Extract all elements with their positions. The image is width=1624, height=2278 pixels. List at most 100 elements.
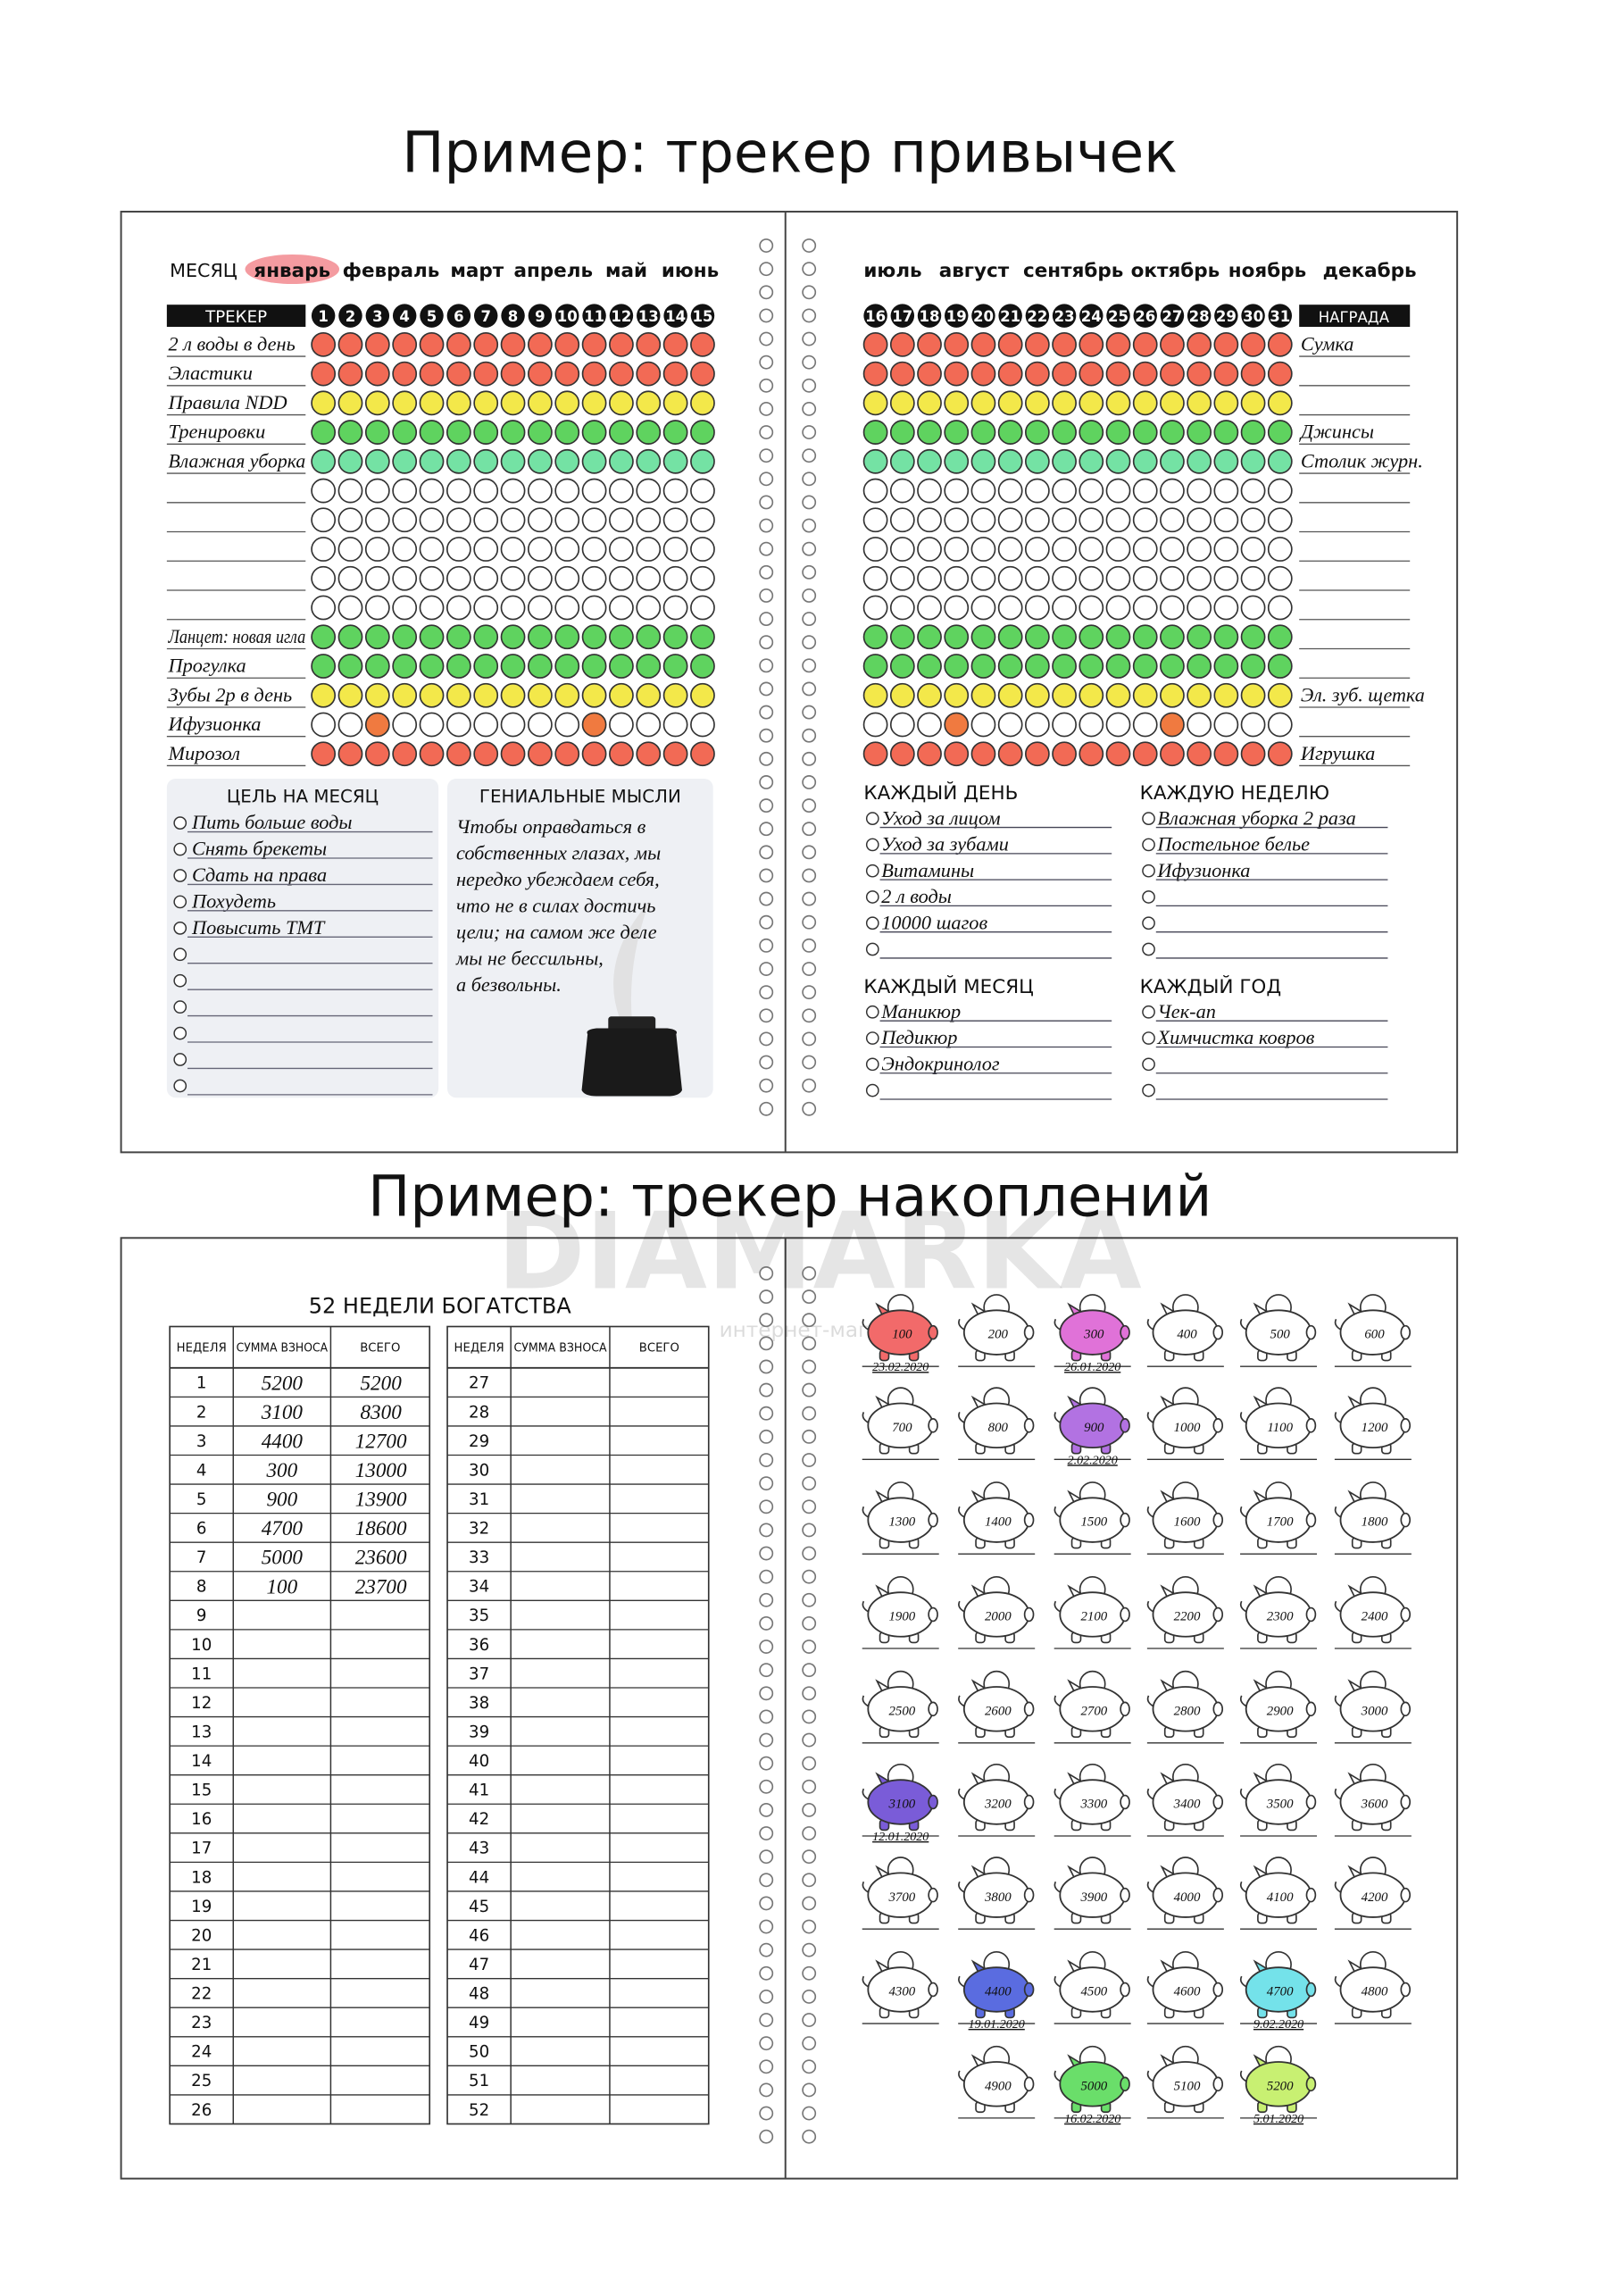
- habit-cell: [690, 390, 715, 416]
- piggy-amount: 1700: [1267, 1515, 1294, 1530]
- habit-cell: [419, 741, 445, 767]
- piggy-snout: [928, 1701, 938, 1717]
- habit-cell: [554, 741, 580, 767]
- habit-cell: [889, 654, 915, 679]
- habit-cell: [528, 361, 553, 387]
- habit-cell: [337, 624, 363, 650]
- habit-cell: [1052, 682, 1077, 708]
- piggy-date: 19.01.2020: [969, 2017, 1025, 2032]
- month: апрель: [513, 260, 593, 282]
- piggy: 4100: [1239, 1857, 1318, 1930]
- habit-cell: [419, 595, 445, 621]
- habit-cell: [944, 331, 970, 357]
- routine-bullet: [865, 838, 879, 852]
- spiral-ring: [802, 495, 817, 510]
- habit-cell: [970, 624, 996, 650]
- habit-mark: [364, 712, 390, 738]
- habit-cell: [636, 478, 662, 504]
- piggy-snout: [1305, 1324, 1317, 1340]
- piggy-tail: [958, 1600, 965, 1613]
- reward-label: НАГРАДА: [1319, 309, 1390, 326]
- habit-cell: [419, 390, 445, 416]
- habit-cell: [419, 712, 445, 738]
- habit-cell: [392, 595, 418, 621]
- habit-cell: [337, 712, 363, 738]
- piggy-date: 12.01.2020: [872, 1830, 929, 1844]
- habit-cell: [1052, 741, 1077, 767]
- piggy-amount: 4600: [1174, 1985, 1201, 1999]
- goal-bullet: [173, 816, 187, 830]
- spiral-ring: [759, 355, 774, 370]
- habit-cell: [862, 448, 888, 474]
- week-number: 19: [191, 1898, 212, 1916]
- habit-cell: [862, 420, 888, 445]
- habit-cell: [997, 507, 1023, 533]
- piggy-tail: [1146, 1412, 1153, 1423]
- routine-bullet: [1142, 890, 1155, 904]
- habit-cell: [1187, 448, 1212, 474]
- piggy: 1200: [1334, 1387, 1412, 1461]
- habit-cell: [636, 507, 662, 533]
- week-number: 48: [469, 1985, 489, 2004]
- piggy-amount: 4800: [1362, 1985, 1388, 1999]
- habit-cell: [889, 741, 915, 767]
- spiral-ring: [802, 1896, 817, 1911]
- habit-cell: [364, 654, 390, 679]
- habit-cell: [917, 712, 942, 738]
- day-badge: [1025, 304, 1050, 328]
- piggy-date: 5.01.2020: [1253, 2112, 1303, 2126]
- spiral-ring: [802, 1336, 817, 1351]
- spiral-ring: [759, 262, 774, 277]
- contribution: 4700: [262, 1517, 304, 1540]
- week-number: 14: [191, 1752, 212, 1771]
- day-number: 21: [1000, 308, 1020, 325]
- piggy-tail: [1054, 1788, 1061, 1800]
- goal-bullet: [173, 947, 187, 962]
- spiral-ring: [802, 1429, 817, 1444]
- habit-cell: [364, 390, 390, 416]
- habit-cell: [528, 741, 553, 767]
- habit-cell: [944, 420, 970, 445]
- habit-cell: [311, 682, 337, 708]
- day-badge: [998, 304, 1022, 328]
- habit-cell: [581, 448, 607, 474]
- habit-cell: [311, 565, 337, 591]
- spiral-ring: [802, 308, 817, 323]
- spiral-ring: [759, 1382, 774, 1398]
- spiral-ring: [759, 2106, 774, 2121]
- habit-cell: [889, 682, 915, 708]
- habit-cell: [392, 507, 418, 533]
- day-number: 20: [973, 308, 994, 325]
- contribution: 300: [265, 1459, 297, 1482]
- habit-cell: [1213, 390, 1239, 416]
- goal-bullet: [173, 842, 187, 856]
- habit-name: Ланцет: новая игла: [168, 625, 306, 647]
- habit-cell: [636, 682, 662, 708]
- week-number: 27: [469, 1374, 489, 1393]
- day-number: 10: [557, 308, 578, 325]
- habit-cell: [1213, 565, 1239, 591]
- routine-item: Влажная уборка 2 раза: [1157, 806, 1355, 829]
- day-number: 30: [1243, 308, 1263, 325]
- habit-cell: [862, 537, 888, 562]
- spiral-ring: [759, 985, 774, 1000]
- spiral-ring: [759, 1592, 774, 1607]
- piggy-date: 16.02.2020: [1064, 2112, 1120, 2126]
- spiral-ring: [802, 378, 817, 393]
- habit-cell: [473, 361, 499, 387]
- piggy-amount: 3700: [887, 1890, 915, 1905]
- habit-cell: [1240, 331, 1266, 357]
- habit-cell: [917, 595, 942, 621]
- habit-cell: [446, 448, 471, 474]
- habit-cell: [1105, 682, 1131, 708]
- month: январь: [254, 260, 330, 282]
- habit-cell: [1267, 624, 1293, 650]
- piggy-snout: [1120, 1701, 1130, 1717]
- habit-cell: [446, 741, 471, 767]
- spiral-ring: [759, 891, 774, 906]
- week-number: 42: [469, 1810, 489, 1829]
- habit-cell: [1240, 361, 1266, 387]
- piggy-amount: 3100: [887, 1798, 915, 1812]
- week-number: 2: [196, 1403, 207, 1422]
- week-number: 35: [469, 1606, 489, 1625]
